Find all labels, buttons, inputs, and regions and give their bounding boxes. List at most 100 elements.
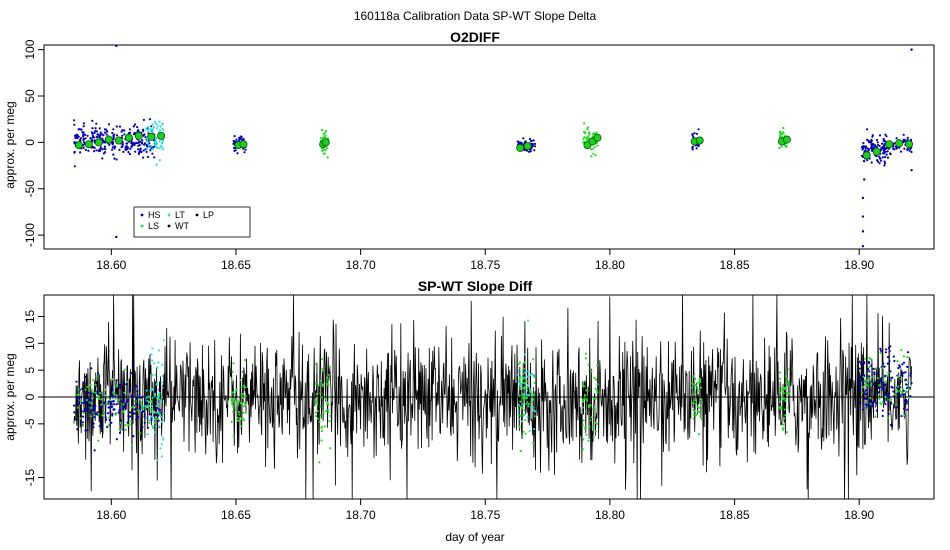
point-hs [132, 366, 135, 369]
point-hs [868, 404, 872, 407]
point-lt [157, 349, 160, 352]
point-ls [522, 367, 526, 370]
point-ls [532, 398, 535, 401]
point-hs [133, 408, 136, 411]
point-ls [155, 411, 158, 414]
point-ls [594, 154, 597, 157]
point-ls [896, 390, 899, 393]
point-lt [517, 413, 520, 416]
point-lt [160, 455, 163, 458]
point-hs [135, 402, 138, 405]
point-ls [907, 387, 911, 390]
point-ls [864, 383, 867, 386]
point-hs [909, 372, 912, 375]
point-ls [522, 398, 526, 401]
point-ls [328, 395, 331, 399]
point-ls [321, 368, 324, 371]
point-ls [524, 432, 527, 435]
point-hs [122, 394, 125, 397]
point-hs [146, 408, 149, 411]
point-hs [86, 408, 90, 411]
point-lt [150, 353, 153, 356]
point-ls [132, 405, 135, 408]
point-ls [237, 410, 240, 414]
point-lt [161, 396, 164, 399]
point-hs [113, 157, 116, 160]
point-ls [523, 386, 526, 389]
point-ls [124, 424, 127, 427]
point-ls [869, 379, 872, 382]
point-lt [160, 420, 163, 423]
point-hs [875, 138, 879, 142]
point-ls [149, 408, 152, 411]
point-hs [881, 409, 885, 412]
legend-label-lt: LT [175, 210, 185, 220]
point-ls [532, 406, 535, 409]
point-hs [875, 155, 878, 158]
point-hs [871, 405, 875, 408]
point-hs [73, 150, 76, 153]
point-ls [315, 362, 318, 366]
point-hs [84, 401, 87, 404]
point-lt [156, 400, 159, 403]
point-ls [581, 406, 584, 409]
point-ls [901, 390, 904, 393]
point-ls [97, 413, 100, 416]
point-hs [132, 133, 135, 136]
point-ls [90, 401, 93, 404]
point-hs [695, 147, 698, 150]
point-ls [123, 391, 126, 394]
point-hs [93, 131, 96, 134]
point-ls [899, 392, 903, 395]
point-lt [523, 353, 526, 356]
point-lt [161, 374, 164, 378]
point-hs [885, 153, 888, 156]
point-hs [149, 413, 152, 416]
point-hs [886, 156, 890, 159]
point-hs [902, 361, 906, 364]
point-hs [156, 406, 159, 410]
point-ls [869, 358, 873, 361]
point-ls [518, 394, 521, 397]
point-hs [142, 410, 145, 413]
point-ls [321, 128, 324, 131]
point-ls [230, 420, 233, 423]
point-ls [525, 380, 529, 383]
point-ls [119, 421, 122, 424]
point-hs [871, 149, 874, 152]
point-lt [526, 375, 529, 378]
point-ls [150, 410, 153, 413]
point-ls [896, 360, 899, 363]
point-ls [235, 408, 238, 412]
point-hs [895, 137, 898, 140]
point-ls [79, 417, 82, 420]
point-ls [84, 388, 87, 391]
point-ls [581, 400, 585, 403]
point-lt [533, 376, 536, 379]
outlier-point [862, 178, 866, 181]
legend-label-wt: WT [175, 221, 189, 231]
x-tick-label: 18.70 [346, 508, 376, 522]
point-hs [906, 365, 909, 368]
point-hs [135, 385, 138, 388]
point-hs [235, 138, 238, 141]
point-hs [87, 149, 90, 152]
point-hs [127, 415, 130, 418]
point-ls [142, 407, 145, 410]
point-hs [94, 129, 97, 132]
slope-diff-title: SP-WT Slope Diff [418, 278, 533, 294]
point-hs [902, 407, 906, 410]
point-ls [698, 381, 701, 384]
point-ls [860, 391, 864, 395]
point-hs [859, 401, 862, 405]
point-hs [127, 132, 130, 135]
point-hs [873, 373, 876, 376]
point-ls [122, 410, 125, 414]
point-hs [867, 360, 870, 363]
point-hs [93, 150, 96, 153]
point-ls [327, 384, 330, 387]
point-ls [236, 401, 239, 404]
point-lt [155, 425, 158, 428]
point-ls [780, 145, 783, 148]
point-hs [145, 150, 148, 153]
